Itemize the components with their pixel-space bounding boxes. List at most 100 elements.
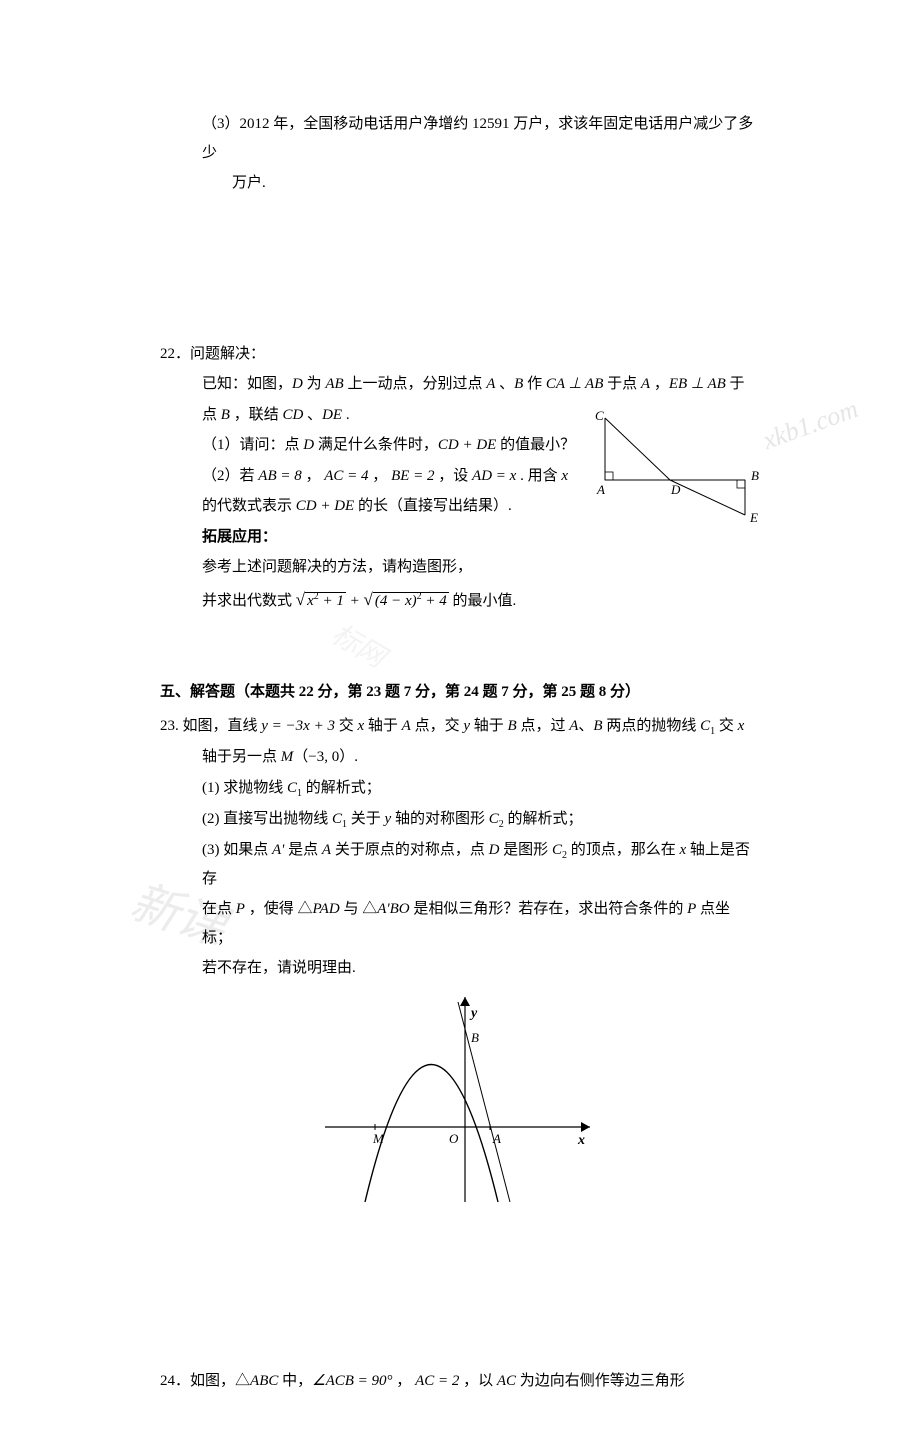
spacer (160, 618, 760, 648)
t: 轴于 (470, 718, 508, 734)
t: 两点的抛物线 (603, 718, 701, 734)
section5-header: 五、解答题（本题共 22 分，第 23 题 7 分，第 24 题 7 分，第 2… (160, 678, 760, 707)
q24-num: 24． (160, 1373, 190, 1389)
expr-CD-DE2: CD + DE (296, 498, 354, 514)
t: 的顶点，那么在 (567, 842, 680, 858)
label-E: E (749, 510, 758, 525)
var-A: A (486, 376, 495, 392)
var-x: x (561, 468, 568, 484)
var-D: D (489, 842, 500, 858)
line-DE2 (670, 480, 745, 515)
t: 是点 (284, 842, 322, 858)
val-BE: BE = 2 (391, 468, 434, 484)
t: ，使得 △ (245, 901, 313, 917)
t: 、 (578, 718, 593, 734)
t: 并求出代数式 (202, 593, 296, 609)
t: 点，交 (411, 718, 464, 734)
var-DE: DE (322, 407, 342, 423)
val-AB: AB = 8 (258, 468, 301, 484)
label-B: B (751, 468, 759, 483)
label-A: A (596, 482, 605, 497)
t: 若 (240, 468, 259, 484)
t: (1) 求抛物线 (202, 780, 287, 796)
right-angle-B (737, 480, 745, 488)
var-A: A (402, 718, 411, 734)
var-P2: P (687, 901, 696, 917)
q22-ext-line2: 并求出代数式 √x2 + 1 + √(4 − x)2 + 4 的最小值. (160, 584, 760, 616)
q23-chart: y x B M O A (160, 987, 760, 1218)
label-C: C (595, 410, 604, 423)
parabola-svg: y x B M O A (315, 987, 605, 1207)
expr-sqrt-sum: √x2 + 1 + √(4 − x)2 + 4 (296, 593, 449, 609)
t: ， (369, 468, 392, 484)
x-arrow (581, 1122, 590, 1132)
label-x: x (577, 1133, 585, 1148)
q22-given-line1: 已知：如图，D 为 AB 上一动点，分别过点 A 、B 作 CA ⊥ AB 于点… (160, 370, 760, 399)
t: 的解析式； (302, 780, 381, 796)
t: 交 (715, 718, 738, 734)
val-AC: AC = 4 (324, 468, 368, 484)
var-AC: AC (497, 1373, 516, 1389)
q21-3-text-b: 万户. (232, 175, 266, 191)
q23-p2: (2) 直接写出抛物线 C1 关于 y 轴的对称图形 C2 的解析式； (160, 805, 760, 834)
var-Aprime: A' (272, 842, 284, 858)
y-arrow (460, 997, 470, 1006)
var-D: D (292, 376, 303, 392)
var-C2b: C2 (552, 842, 567, 858)
var-M: M (281, 749, 294, 765)
tri-ApBO: A'BO (377, 901, 409, 917)
t: 、 (303, 407, 322, 423)
coord-M: （−3, 0）. (293, 749, 358, 765)
t: 轴的对称图形 (391, 811, 489, 827)
t: (3) 如果点 (202, 842, 272, 858)
q22-block: 22．问题解决： 已知：如图，D 为 AB 上一动点，分别过点 A 、B 作 C… (160, 340, 760, 616)
t: 于点 (603, 376, 641, 392)
q21-3-text-a: 2012 年，全国移动电话用户净增约 12591 万户，求该年固定电话用户减少了… (202, 116, 753, 161)
var-CD: CD (282, 407, 303, 423)
t: 为边向右侧作等边三角形 (516, 1373, 685, 1389)
t: 的值最小？ (496, 437, 575, 453)
var-C1: C1 (700, 718, 715, 734)
t: 点，过 (517, 718, 570, 734)
q22-diagram: C A D B E (595, 410, 770, 541)
t: 作 (523, 376, 546, 392)
spacer (160, 200, 760, 340)
t: 关于原点的对称点，点 (331, 842, 489, 858)
t: ， (650, 376, 669, 392)
label-D: D (670, 482, 681, 497)
t: 已知：如图， (202, 376, 292, 392)
q21-part3-line1: （3）2012 年，全国移动电话用户净增约 12591 万户，求该年固定电话用户… (160, 110, 760, 167)
val-AC: AC = 2 (415, 1373, 459, 1389)
q23-p3-line2: 在点 P ，使得 △PAD 与 △A'BO 是相似三角形？若存在，求出符合条件的… (160, 895, 760, 952)
angle-ACB: ∠ACB = 90° (312, 1373, 392, 1389)
expr-CD-DE: CD + DE (438, 437, 496, 453)
t: 在点 (202, 901, 236, 917)
t: 的最小值. (449, 593, 517, 609)
var-B: B (514, 376, 523, 392)
line-CD (605, 418, 670, 480)
var-B2: B (221, 407, 230, 423)
var-A3: A (322, 842, 331, 858)
t: (2) 直接写出抛物线 (202, 811, 332, 827)
t: 满足什么条件时， (314, 437, 438, 453)
var-D2: D (303, 437, 314, 453)
var-A2: A (641, 376, 650, 392)
t: 关于 (347, 811, 385, 827)
t: 是相似三角形？若存在，求出符合条件的 (410, 901, 688, 917)
q23-p3-line1: (3) 如果点 A' 是点 A 关于原点的对称点，点 D 是图形 C2 的顶点，… (160, 836, 760, 894)
p1-prefix: （1） (202, 437, 240, 453)
t: ，以 (459, 1373, 497, 1389)
q24-line1: 24．如图，△ABC 中，∠ACB = 90° ， AC = 2 ，以 AC 为… (160, 1367, 760, 1396)
q22-ext-line1: 参考上述问题解决的方法，请构造图形， (160, 553, 760, 582)
q23-line1: 23. 如图，直线 y = −3x + 3 交 x 轴于 A 点，交 y 轴于 … (160, 712, 760, 741)
spacer (160, 1227, 760, 1367)
var-B: B (508, 718, 517, 734)
q23-line2: 轴于另一点 M（−3, 0）. (160, 743, 760, 772)
eq-line: y = −3x + 3 (261, 718, 335, 734)
q21-part3-line2: 万户. (160, 169, 760, 198)
tri-PAD: PAD (312, 901, 339, 917)
parabola-curve (365, 1064, 498, 1202)
watermark-url: xkb1.com (756, 385, 866, 465)
q23-num: 23. (160, 718, 179, 734)
q23-p3-line3: 若不存在，请说明理由. (160, 954, 760, 983)
